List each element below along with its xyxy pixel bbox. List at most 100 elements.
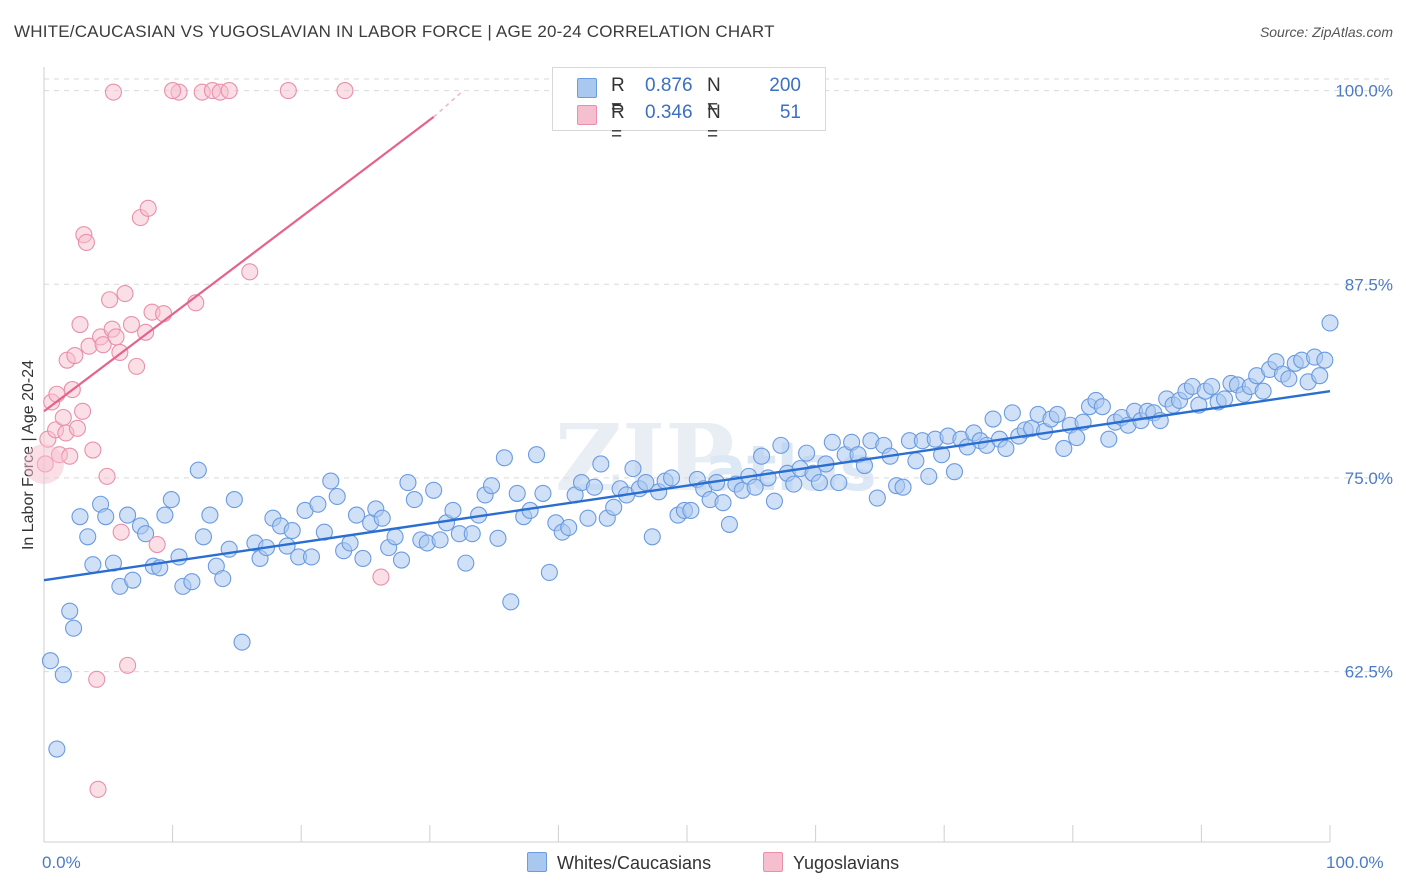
data-point-whites (605, 498, 623, 516)
data-point-whites (233, 633, 251, 651)
r-label: R = (611, 75, 625, 118)
data-point-whites (54, 666, 72, 684)
data-point-whites (97, 508, 115, 526)
data-point-whites (1048, 405, 1066, 423)
data-point-whites (386, 528, 404, 546)
data-point-yugoslavians (148, 535, 166, 554)
r-value: 0.876 (645, 75, 693, 96)
data-point-yugoslavians (220, 82, 238, 100)
data-point-yugoslavians (119, 656, 137, 674)
data-point-whites (527, 446, 546, 464)
data-point-yugoslavians (71, 315, 89, 334)
data-point-yugoslavians (155, 305, 173, 323)
chart-title: WHITE/CAUCASIAN VS YUGOSLAVIAN IN LABOR … (14, 22, 775, 41)
pink-swatch (577, 105, 597, 125)
data-point-whites (772, 436, 790, 454)
data-point-yugoslavians (336, 82, 354, 100)
data-point-whites (225, 491, 243, 509)
data-point-whites (643, 528, 661, 546)
data-point-whites (830, 474, 848, 492)
trend-line-yugoslavians-extension (433, 90, 464, 118)
legend-label-whites: Whites/Caucasians (557, 853, 712, 873)
data-point-whites (84, 556, 102, 574)
data-point-whites (502, 593, 520, 611)
data-point-whites (663, 469, 681, 487)
data-point-whites (194, 528, 213, 546)
data-point-whites (457, 554, 475, 572)
data-point-whites (585, 478, 603, 496)
pink-swatch (763, 852, 783, 872)
data-point-whites (201, 506, 219, 524)
r-label: R = (611, 102, 625, 145)
x-tick-label-min: 0.0% (42, 853, 81, 872)
data-point-whites (868, 489, 886, 507)
data-point-yugoslavians (48, 385, 66, 403)
data-point-whites (65, 619, 83, 637)
data-point-yugoslavians (98, 467, 116, 485)
data-point-yugoslavians-large (24, 443, 64, 484)
data-point-whites (560, 518, 578, 537)
data-point-whites (1316, 351, 1334, 369)
n-label: N = (707, 102, 721, 145)
data-point-yugoslavians (241, 263, 259, 281)
data-point-whites (170, 548, 188, 566)
data-point-whites (945, 463, 964, 481)
n-label: N = (707, 75, 721, 118)
data-point-whites (124, 571, 142, 589)
data-point-whites (162, 491, 180, 509)
data-point-whites (137, 525, 155, 543)
data-point-whites (1280, 370, 1298, 388)
data-point-yugoslavians (94, 336, 112, 354)
trend-line-whites (43, 389, 1331, 582)
data-point-whites (302, 548, 321, 566)
data-point-whites (71, 508, 89, 526)
data-point-whites (1068, 429, 1086, 447)
data-point-whites (431, 531, 449, 549)
data-point-whites (119, 506, 137, 524)
data-point-whites (495, 449, 513, 467)
data-point-whites (463, 525, 481, 543)
data-point-yugoslavians (128, 357, 146, 375)
data-point-whites (328, 487, 346, 506)
data-point-yugoslavians (112, 523, 130, 541)
data-point-yugoslavians (88, 670, 106, 688)
legend-item-whites[interactable]: Whites/Caucasians (527, 852, 711, 874)
data-point-whites (79, 528, 97, 546)
data-point-whites (1093, 398, 1111, 416)
data-point-whites (933, 446, 951, 464)
data-point-yugoslavians (54, 408, 72, 427)
data-point-whites (1100, 430, 1118, 448)
legend-item-yugoslavians[interactable]: Yugoslavians (763, 852, 899, 874)
data-point-whites (214, 570, 232, 588)
data-point-whites (714, 494, 732, 512)
data-point-whites (1203, 377, 1221, 396)
data-point-yugoslavians (139, 199, 157, 217)
data-point-whites (183, 573, 201, 591)
data-point-whites (283, 522, 301, 540)
data-point-whites (920, 467, 938, 485)
data-point-whites (189, 461, 207, 479)
data-point-whites (425, 481, 443, 499)
data-point-whites (579, 509, 597, 527)
data-point-whites (156, 506, 174, 524)
data-point-yugoslavians (279, 82, 297, 100)
x-tick-label-max: 100.0% (1326, 853, 1384, 872)
data-point-whites (41, 652, 59, 670)
data-point-whites (444, 501, 462, 520)
data-point-whites (540, 563, 558, 581)
n-value: 200 (769, 75, 801, 96)
data-point-whites (1321, 314, 1339, 332)
data-point-whites (997, 439, 1015, 458)
data-point-whites (508, 484, 526, 502)
source-label: Source: ZipAtlas.com (1259, 24, 1393, 40)
r-value: 0.346 (645, 102, 693, 123)
n-value: 51 (779, 102, 801, 123)
data-point-yugoslavians (107, 328, 125, 346)
correlation-legend: R = 0.876 N = 200 R = 0.346 N = 51 (552, 67, 826, 145)
data-point-whites (341, 534, 359, 552)
data-point-whites (765, 492, 783, 510)
data-point-yugoslavians (372, 568, 390, 586)
data-point-whites (48, 740, 66, 758)
data-point-whites (61, 602, 79, 620)
